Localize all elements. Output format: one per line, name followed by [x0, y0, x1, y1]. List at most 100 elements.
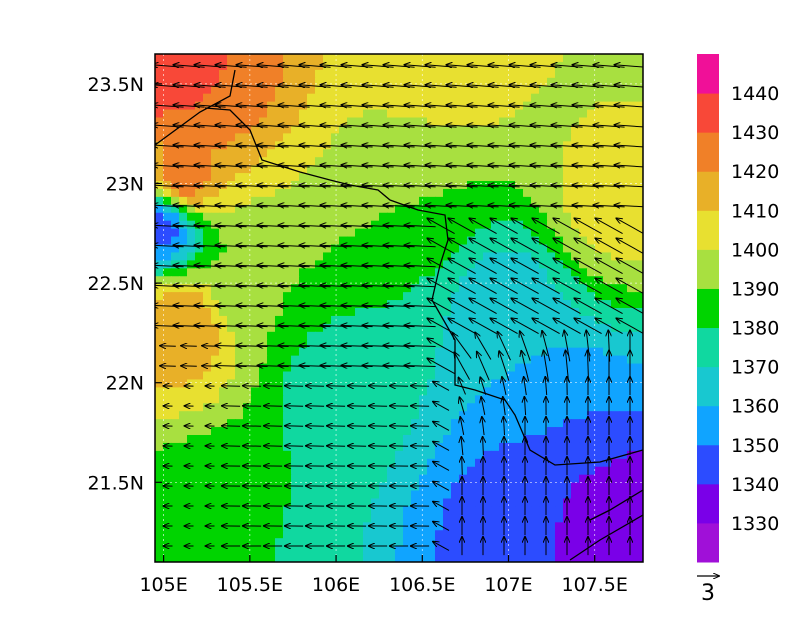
contour-cell [307, 188, 316, 198]
contour-cell [451, 157, 460, 166]
contour-cell [491, 212, 500, 222]
contour-cell [395, 530, 404, 539]
contour-cell [451, 506, 460, 515]
contour-cell [355, 125, 364, 134]
contour-cell [539, 284, 548, 293]
contour-cell [435, 69, 444, 79]
contour-cell [555, 54, 564, 63]
contour-cell [427, 284, 436, 293]
contour-cell [395, 379, 404, 388]
contour-cell [371, 498, 380, 508]
contour-cell [227, 538, 236, 547]
contour-cell [379, 204, 388, 214]
contour-cell [427, 165, 436, 174]
contour-cell [227, 93, 236, 103]
contour-cell [363, 387, 372, 396]
contour-cell [171, 442, 180, 452]
contour-cell [507, 93, 516, 103]
contour-cell [627, 347, 636, 357]
contour-cell [235, 498, 244, 508]
contour-cell [427, 474, 436, 484]
contour-cell [395, 347, 404, 357]
contour-cell [323, 379, 332, 388]
contour-cell [403, 300, 412, 309]
contour-cell [499, 157, 508, 166]
contour-cell [411, 117, 420, 127]
contour-cell [203, 395, 212, 404]
colorbar-swatch [697, 444, 719, 485]
contour-cell [571, 546, 580, 555]
contour-cell [627, 196, 636, 206]
contour-cell [531, 522, 540, 531]
contour-cell [459, 506, 468, 515]
contour-cell [563, 323, 572, 333]
contour-cell [507, 252, 516, 261]
contour-cell [419, 411, 428, 420]
contour-cell [203, 196, 212, 206]
contour-cell [379, 300, 388, 309]
contour-cell [347, 204, 356, 214]
contour-cell [339, 355, 348, 365]
contour-cell [419, 522, 428, 531]
contour-cell [419, 498, 428, 508]
contour-cell [387, 260, 396, 269]
contour-cell [579, 315, 588, 325]
contour-cell [187, 347, 196, 357]
contour-cell [187, 450, 196, 460]
contour-cell [251, 173, 260, 182]
contour-cell [163, 490, 172, 500]
contour-cell [187, 252, 196, 261]
contour-cell [187, 300, 196, 309]
contour-cell [379, 69, 388, 79]
contour-cell [627, 331, 636, 341]
contour-cell [243, 554, 252, 562]
contour-cell [283, 244, 292, 254]
contour-cell [563, 109, 572, 119]
contour-cell [571, 212, 580, 222]
contour-cell [179, 196, 188, 206]
contour-cell [371, 363, 380, 373]
contour-cell [195, 395, 204, 404]
contour-cell [355, 117, 364, 127]
contour-cell [315, 260, 324, 269]
contour-cell [227, 530, 236, 539]
contour-cell [219, 212, 228, 222]
contour-cell [371, 442, 380, 452]
contour-cell [323, 300, 332, 309]
contour-cell [315, 188, 324, 198]
contour-cell [523, 339, 532, 349]
contour-cell [467, 93, 476, 103]
contour-cell [171, 308, 180, 317]
contour-cell [451, 244, 460, 254]
contour-cell [307, 93, 316, 103]
contour-cell [227, 371, 236, 381]
contour-cell [379, 268, 388, 277]
contour-cell [339, 474, 348, 484]
contour-cell [299, 395, 308, 404]
contour-cell [587, 411, 596, 420]
contour-cell [211, 482, 220, 492]
contour-cell [371, 546, 380, 555]
contour-cell [315, 482, 324, 492]
contour-cell [611, 538, 620, 547]
contour-cell [595, 300, 604, 309]
contour-cell [483, 308, 492, 317]
contour-cell [475, 546, 484, 555]
contour-cell [467, 109, 476, 119]
contour-cell [483, 188, 492, 198]
contour-cell [339, 411, 348, 420]
contour-cell [411, 149, 420, 158]
contour-cell [283, 149, 292, 158]
contour-cell [563, 450, 572, 460]
contour-cell [539, 93, 548, 103]
contour-cell [419, 69, 428, 79]
contour-cell [259, 212, 268, 222]
contour-cell [547, 403, 556, 412]
contour-cell [499, 474, 508, 484]
contour-cell [523, 355, 532, 365]
contour-cell [243, 212, 252, 222]
contour-cell [307, 427, 316, 436]
contour-cell [635, 530, 643, 539]
contour-cell [435, 403, 444, 412]
contour-cell [459, 260, 468, 269]
